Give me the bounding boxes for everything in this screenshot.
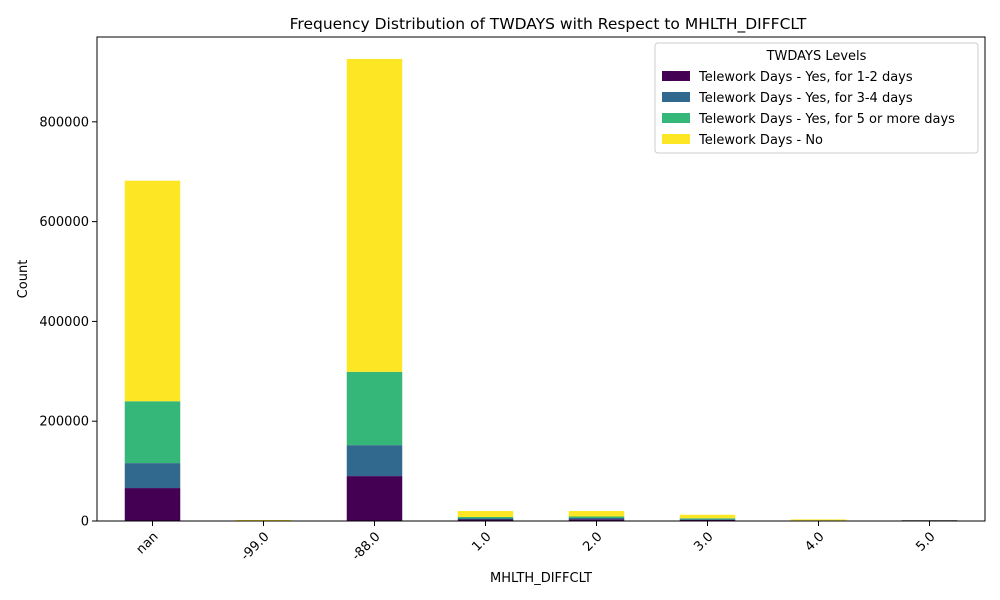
bar--88.0-series-4: [346, 58, 403, 372]
y-tick-label: 200000: [39, 415, 89, 430]
x-tick-label: 1.0: [469, 529, 494, 554]
bar-3.0-series-2: [679, 519, 736, 521]
bar-3.0-series-3: [679, 518, 736, 520]
legend-box: [654, 42, 979, 154]
legend-entry-label: Telework Days - Yes, for 1-2 days: [698, 70, 913, 85]
x-tick-label: -88.0: [349, 529, 383, 563]
bar--88.0-series-1: [346, 476, 403, 521]
bars-group: [124, 58, 958, 521]
bar-3.0-series-4: [679, 514, 736, 519]
bar-nan-series-1: [124, 488, 181, 521]
y-tick-label: 600000: [39, 215, 89, 230]
legend-entry-label: Telework Days - No: [698, 133, 823, 148]
x-tick-label: -99.0: [238, 529, 272, 563]
y-tick-label: 0: [81, 515, 89, 530]
bar-1.0-series-2: [457, 518, 514, 520]
x-tick-label: 3.0: [691, 529, 716, 554]
bar-nan-series-3: [124, 401, 181, 464]
x-axis: nan -99.0 -88.0 1.0 2.0 3.0 4.0 5.0: [134, 521, 939, 564]
bar-1.0-series-4: [457, 511, 514, 518]
legend-entry-label: Telework Days - Yes, for 3-4 days: [698, 91, 913, 106]
x-axis-label: MHLTH_DIFFCLT: [490, 571, 592, 586]
y-axis-label: Count: [16, 260, 31, 299]
x-tick-label: 5.0: [913, 529, 938, 554]
bar-2.0-series-3: [568, 516, 625, 519]
legend-swatch: [662, 113, 690, 123]
legend-title: TWDAYS Levels: [766, 49, 867, 64]
bar-2.0-series-1: [568, 519, 625, 521]
y-tick-label: 400000: [39, 315, 89, 330]
x-tick-label: 4.0: [802, 529, 827, 554]
bar-2.0-series-2: [568, 518, 625, 520]
legend-entry-label: Telework Days - Yes, for 5 or more days: [698, 112, 955, 127]
chart-title: Frequency Distribution of TWDAYS with Re…: [290, 15, 807, 34]
bar--88.0-series-3: [346, 371, 403, 446]
bar-nan-series-4: [124, 180, 181, 402]
bar--99.0-series-4: [235, 520, 292, 521]
plot-frame: [96, 36, 986, 522]
bar-4.0-series-4: [790, 519, 847, 521]
y-axis: 0 200000 400000 600000 800000: [39, 115, 97, 530]
legend-swatch: [662, 71, 690, 81]
bar-2.0-series-4: [568, 511, 625, 517]
y-tick-label: 800000: [39, 115, 89, 130]
bar-1.0-series-3: [457, 517, 514, 519]
legend-swatch: [662, 134, 690, 144]
legend: TWDAYS Levels Telework Days - Yes, for 1…: [654, 42, 979, 154]
x-tick-label: 2.0: [580, 529, 605, 554]
legend-swatch: [662, 92, 690, 102]
bar-nan-series-2: [124, 463, 181, 489]
x-tick-label: nan: [134, 529, 162, 557]
bar-1.0-series-1: [457, 519, 514, 521]
bar--88.0-series-2: [346, 445, 403, 477]
